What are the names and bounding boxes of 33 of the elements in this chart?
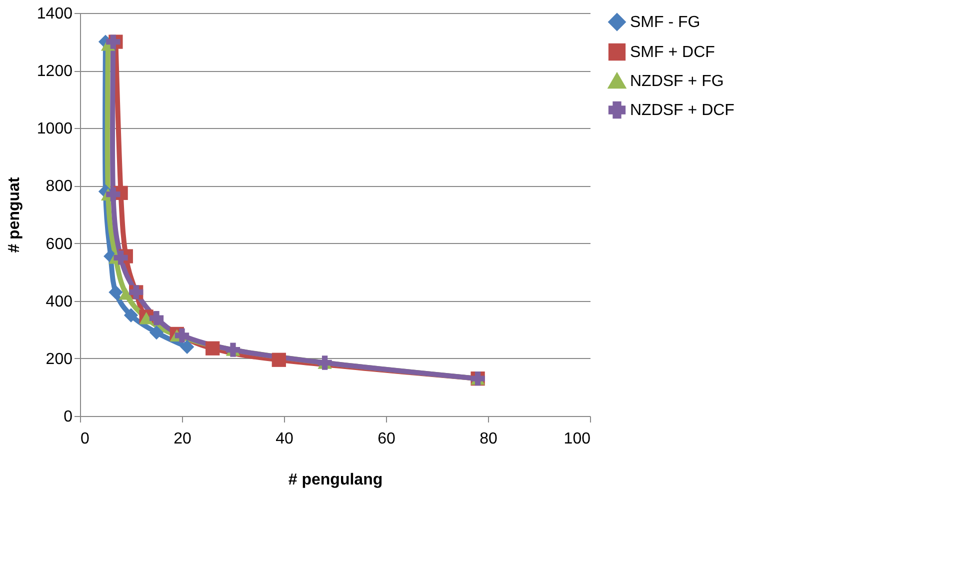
point <box>124 308 138 322</box>
y-tick-label: 400 <box>46 293 73 310</box>
y-tick-label: 800 <box>46 178 73 196</box>
point <box>108 285 123 300</box>
y-tick-label: 1000 <box>36 120 73 138</box>
y-tick-label: 1400 <box>36 6 73 22</box>
point <box>118 288 133 300</box>
point <box>139 312 154 324</box>
y-tick-label: 200 <box>46 350 73 368</box>
y-tick-label: 1200 <box>36 63 73 80</box>
point <box>206 341 220 356</box>
point <box>272 352 286 367</box>
x-tick-label: 100 <box>564 430 591 448</box>
point <box>106 187 120 202</box>
y-axis-title: # penguat <box>6 176 23 253</box>
point <box>180 340 194 354</box>
y-tick-label: 600 <box>46 236 73 253</box>
x-tick-label: 40 <box>276 430 294 448</box>
x-tick-label: 0 <box>80 430 90 448</box>
legend-label: NZDSF + DCF <box>630 102 735 119</box>
point <box>106 34 120 49</box>
legend-label: SMF - FG <box>630 14 700 31</box>
point <box>149 325 164 340</box>
y-tick-label: 0 <box>64 408 73 426</box>
point <box>114 250 128 265</box>
legend-label: NZDSF + FG <box>630 73 724 90</box>
point <box>174 328 190 342</box>
x-tick-label: 80 <box>480 430 498 448</box>
x-tick-label: 20 <box>174 430 192 448</box>
legend-label: SMF + DCF <box>630 44 716 61</box>
x-tick-label: 60 <box>378 430 396 448</box>
x-axis-title: # pengulang <box>288 472 383 488</box>
point <box>149 311 164 326</box>
